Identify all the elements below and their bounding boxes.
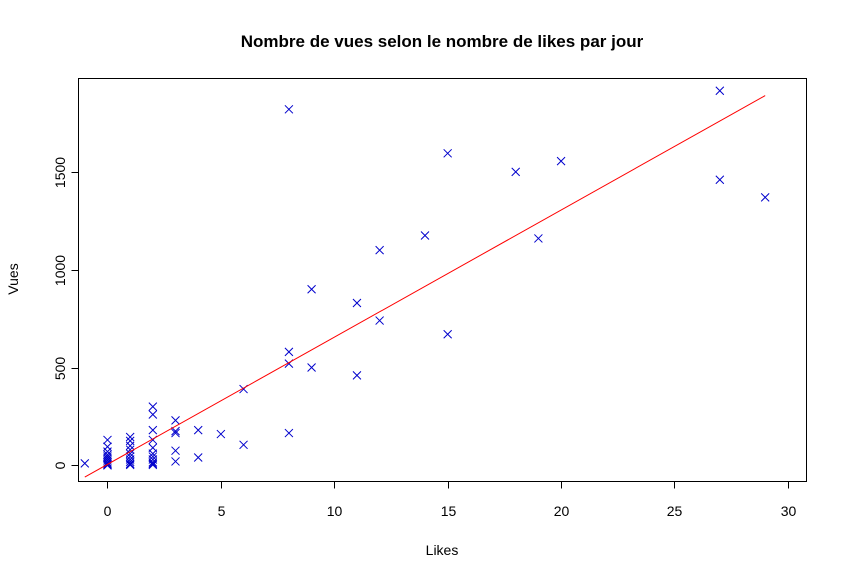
data-point xyxy=(375,245,384,255)
data-point xyxy=(352,371,362,380)
x-tick-label: 15 xyxy=(441,503,457,519)
x-tick-label: 25 xyxy=(667,503,683,519)
data-point xyxy=(443,148,453,158)
data-point xyxy=(375,316,384,325)
data-point xyxy=(171,446,180,456)
data-point xyxy=(171,426,180,436)
x-tick-label: 20 xyxy=(554,503,570,519)
data-point xyxy=(511,167,521,177)
y-axis: 0 500 1000 1500 xyxy=(52,157,79,469)
data-point xyxy=(80,459,90,468)
data-point xyxy=(193,425,203,435)
data-point xyxy=(125,432,135,442)
regression-line xyxy=(84,95,766,478)
x-tick-label: 5 xyxy=(218,503,226,519)
x-axis: 0 5 10 15 20 25 30 xyxy=(104,481,797,519)
y-axis-label: Vues xyxy=(5,263,21,294)
x-tick-label: 0 xyxy=(104,503,112,519)
x-axis-label: Likes xyxy=(426,542,459,558)
data-point xyxy=(125,441,135,451)
data-point xyxy=(420,231,430,240)
y-tick-label: 0 xyxy=(52,461,68,469)
data-point xyxy=(125,445,135,455)
data-point xyxy=(148,425,158,435)
data-point xyxy=(171,428,180,438)
series-layer xyxy=(80,86,770,478)
data-point xyxy=(148,410,158,419)
data-point xyxy=(171,416,180,425)
data-point xyxy=(125,460,135,470)
data-point xyxy=(103,458,112,467)
data-point xyxy=(534,234,543,243)
data-point xyxy=(307,284,316,294)
data-point xyxy=(103,459,112,469)
data-point xyxy=(715,86,725,96)
data-point xyxy=(148,460,158,470)
data-point xyxy=(715,175,725,185)
y-tick-label: 1500 xyxy=(52,157,68,188)
data-point xyxy=(216,429,226,439)
x-tick-label: 10 xyxy=(327,503,343,519)
data-point xyxy=(443,329,453,339)
chart-title: Nombre de vues selon le nombre de likes … xyxy=(241,32,644,51)
data-point xyxy=(148,458,158,467)
data-point xyxy=(307,363,316,372)
data-point xyxy=(352,298,362,308)
data-point xyxy=(148,402,158,412)
x-tick-label: 30 xyxy=(781,503,797,519)
data-point xyxy=(125,457,135,467)
data-point xyxy=(125,459,135,469)
data-point xyxy=(193,453,203,462)
data-point xyxy=(284,347,294,357)
data-point xyxy=(148,459,158,469)
data-point xyxy=(103,435,112,445)
data-point xyxy=(284,428,294,438)
data-point xyxy=(171,457,180,466)
y-tick-label: 500 xyxy=(52,357,68,381)
y-tick-label: 1000 xyxy=(52,255,68,286)
data-point xyxy=(284,104,294,114)
data-point xyxy=(556,156,566,166)
data-point xyxy=(760,192,770,202)
data-point xyxy=(239,440,248,450)
